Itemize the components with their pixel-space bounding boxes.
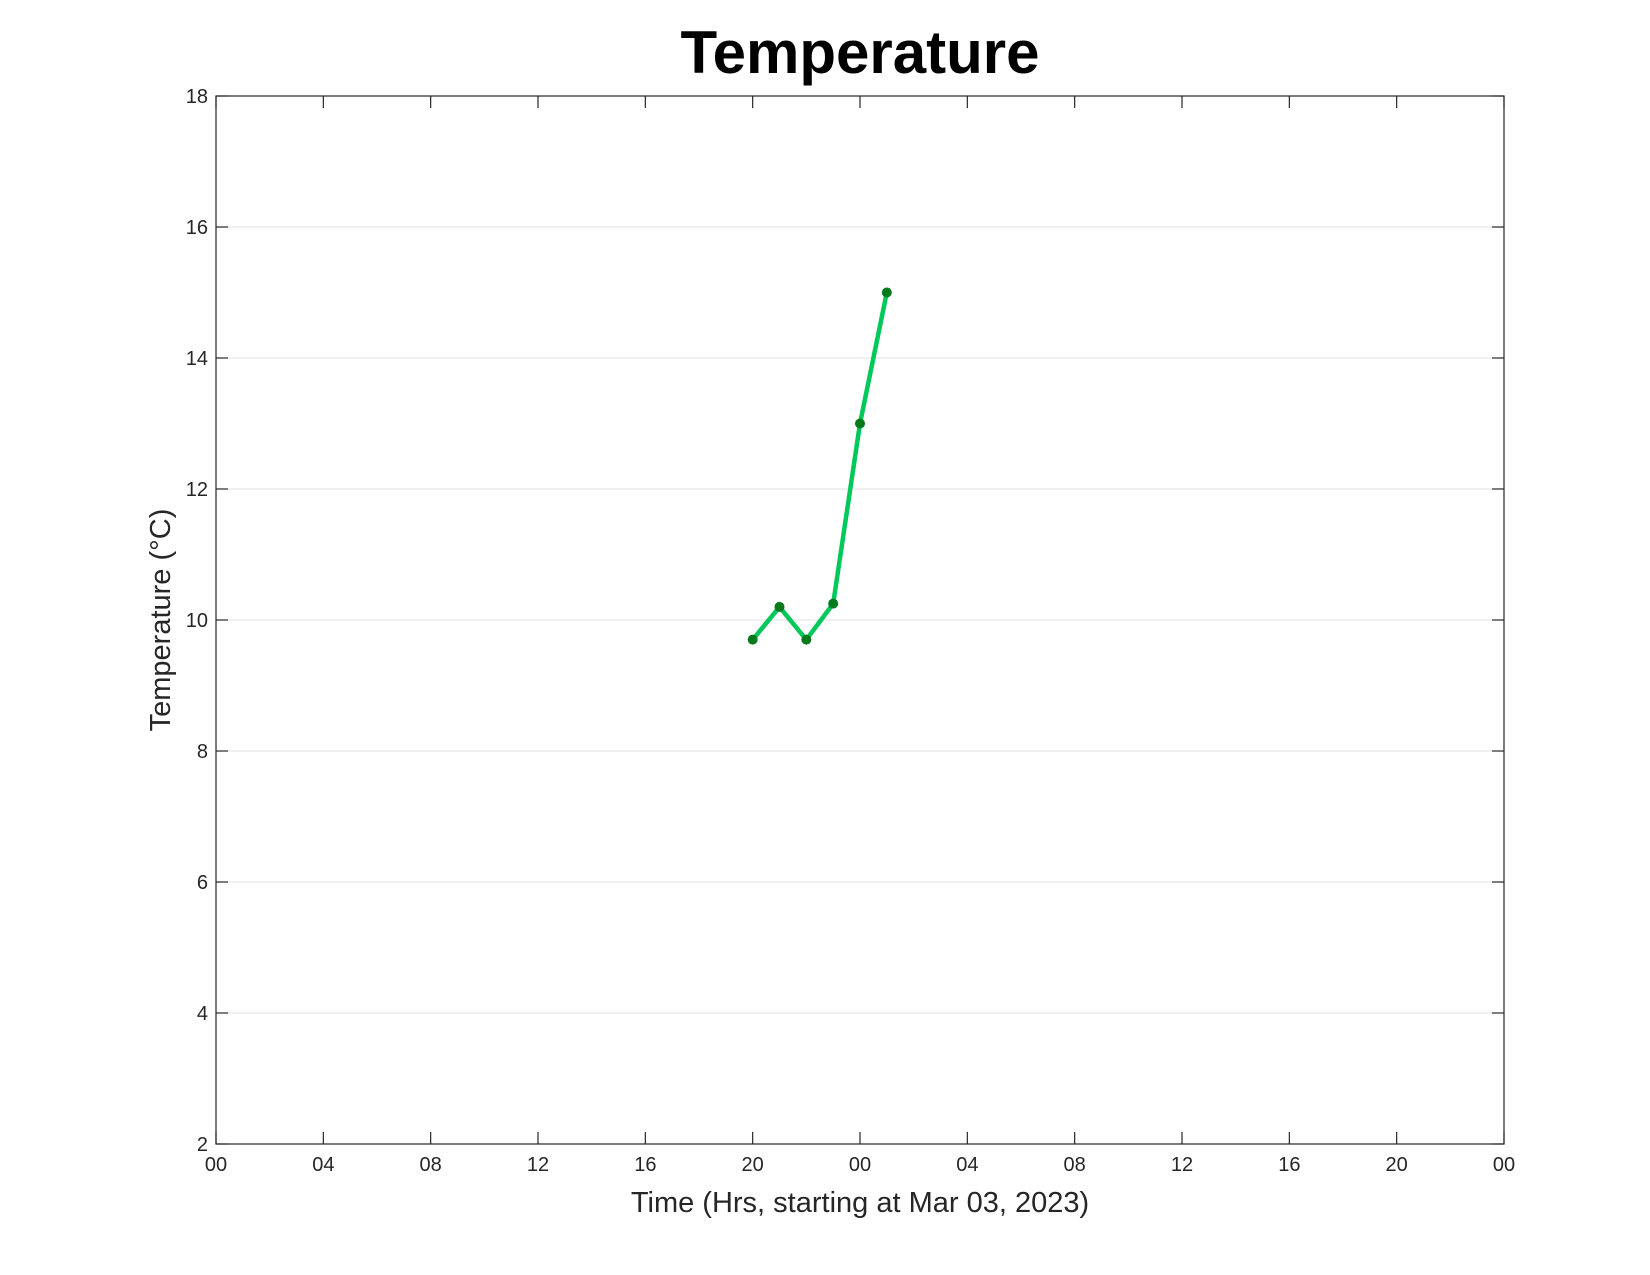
x-tick-label: 00 [205,1154,227,1176]
x-tick-label: 12 [1171,1154,1193,1176]
data-point [801,634,812,645]
x-axis-label: Time (Hrs, starting at Mar 03, 2023) [631,1187,1089,1219]
x-tick-label: 12 [527,1154,549,1176]
y-tick-label: 4 [197,1003,208,1025]
data-point [828,598,839,609]
y-axis-label: Temperature (°C) [145,509,177,732]
x-tick-label: 04 [956,1154,978,1176]
data-point [855,418,865,429]
y-tick-label: 8 [197,741,208,763]
x-tick-label: 00 [849,1154,871,1176]
chart-title: Temperature [680,19,1039,86]
data-point [774,601,785,612]
grid-lines [216,226,1504,1014]
y-axis-tick-labels: 2 4 6 8 10 12 14 16 18 [186,86,208,1156]
x-tick-label: 20 [742,1154,764,1176]
x-tick-label: 00 [1493,1154,1515,1176]
y-tick-label: 14 [186,348,208,370]
x-tick-label: 08 [1064,1154,1086,1176]
data-point [881,287,892,298]
y-tick-label: 16 [186,217,208,239]
y-tick-label: 6 [197,872,208,894]
series-layer [747,287,892,645]
series-line [750,290,890,642]
data-point [747,634,758,645]
y-tick-label: 12 [186,479,208,501]
y-tick-label: 10 [186,610,208,632]
y-tick-label: 2 [197,1134,208,1156]
axis-ticks [215,95,1505,1145]
x-tick-label: 04 [312,1154,334,1176]
x-tick-label: 20 [1386,1154,1408,1176]
y-tick-label: 18 [186,86,208,108]
x-tick-label: 16 [634,1154,656,1176]
x-tick-label: 16 [1278,1154,1300,1176]
x-axis-tick-labels: 00 04 08 12 16 20 00 04 08 12 16 20 00 [205,1154,1515,1176]
x-tick-label: 08 [420,1154,442,1176]
